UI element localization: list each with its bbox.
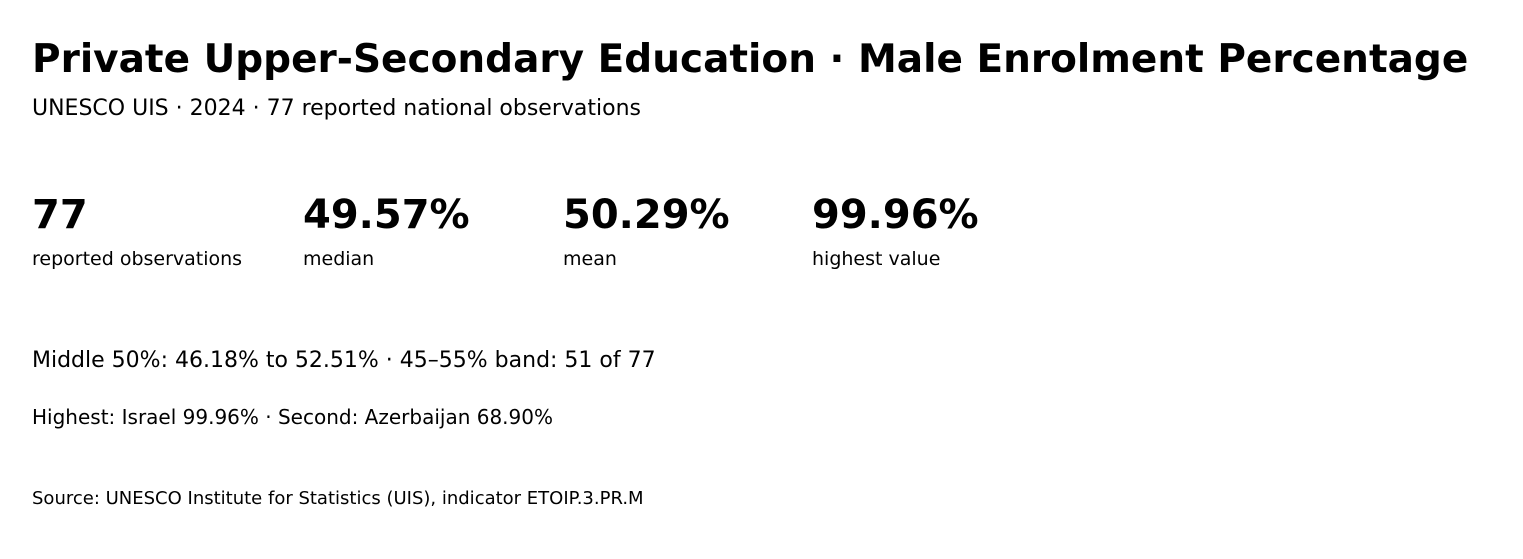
- page-title: Private Upper-Secondary Education · Male…: [32, 37, 1469, 82]
- source-note: Source: UNESCO Institute for Statistics …: [32, 488, 644, 509]
- stat-highest: 99.96% highest value: [812, 192, 979, 271]
- stat-value: 77: [32, 192, 88, 238]
- stat-value: 49.57%: [303, 192, 470, 238]
- stat-label: median: [303, 248, 375, 270]
- stat-observations: 77 reported observations: [32, 192, 242, 271]
- stat-value: 50.29%: [563, 192, 730, 238]
- stat-label: mean: [563, 248, 617, 270]
- stat-mean: 50.29% mean: [563, 192, 730, 271]
- range-summary: Middle 50%: 46.18% to 52.51% · 45–55% ba…: [32, 348, 656, 373]
- highest-summary: Highest: Israel 99.96% · Second: Azerbai…: [32, 405, 553, 429]
- stat-value: 99.96%: [812, 192, 979, 238]
- stat-median: 49.57% median: [303, 192, 470, 271]
- page-subtitle: UNESCO UIS · 2024 · 77 reported national…: [32, 96, 641, 121]
- stat-label: reported observations: [32, 248, 243, 270]
- stat-label: highest value: [812, 248, 941, 270]
